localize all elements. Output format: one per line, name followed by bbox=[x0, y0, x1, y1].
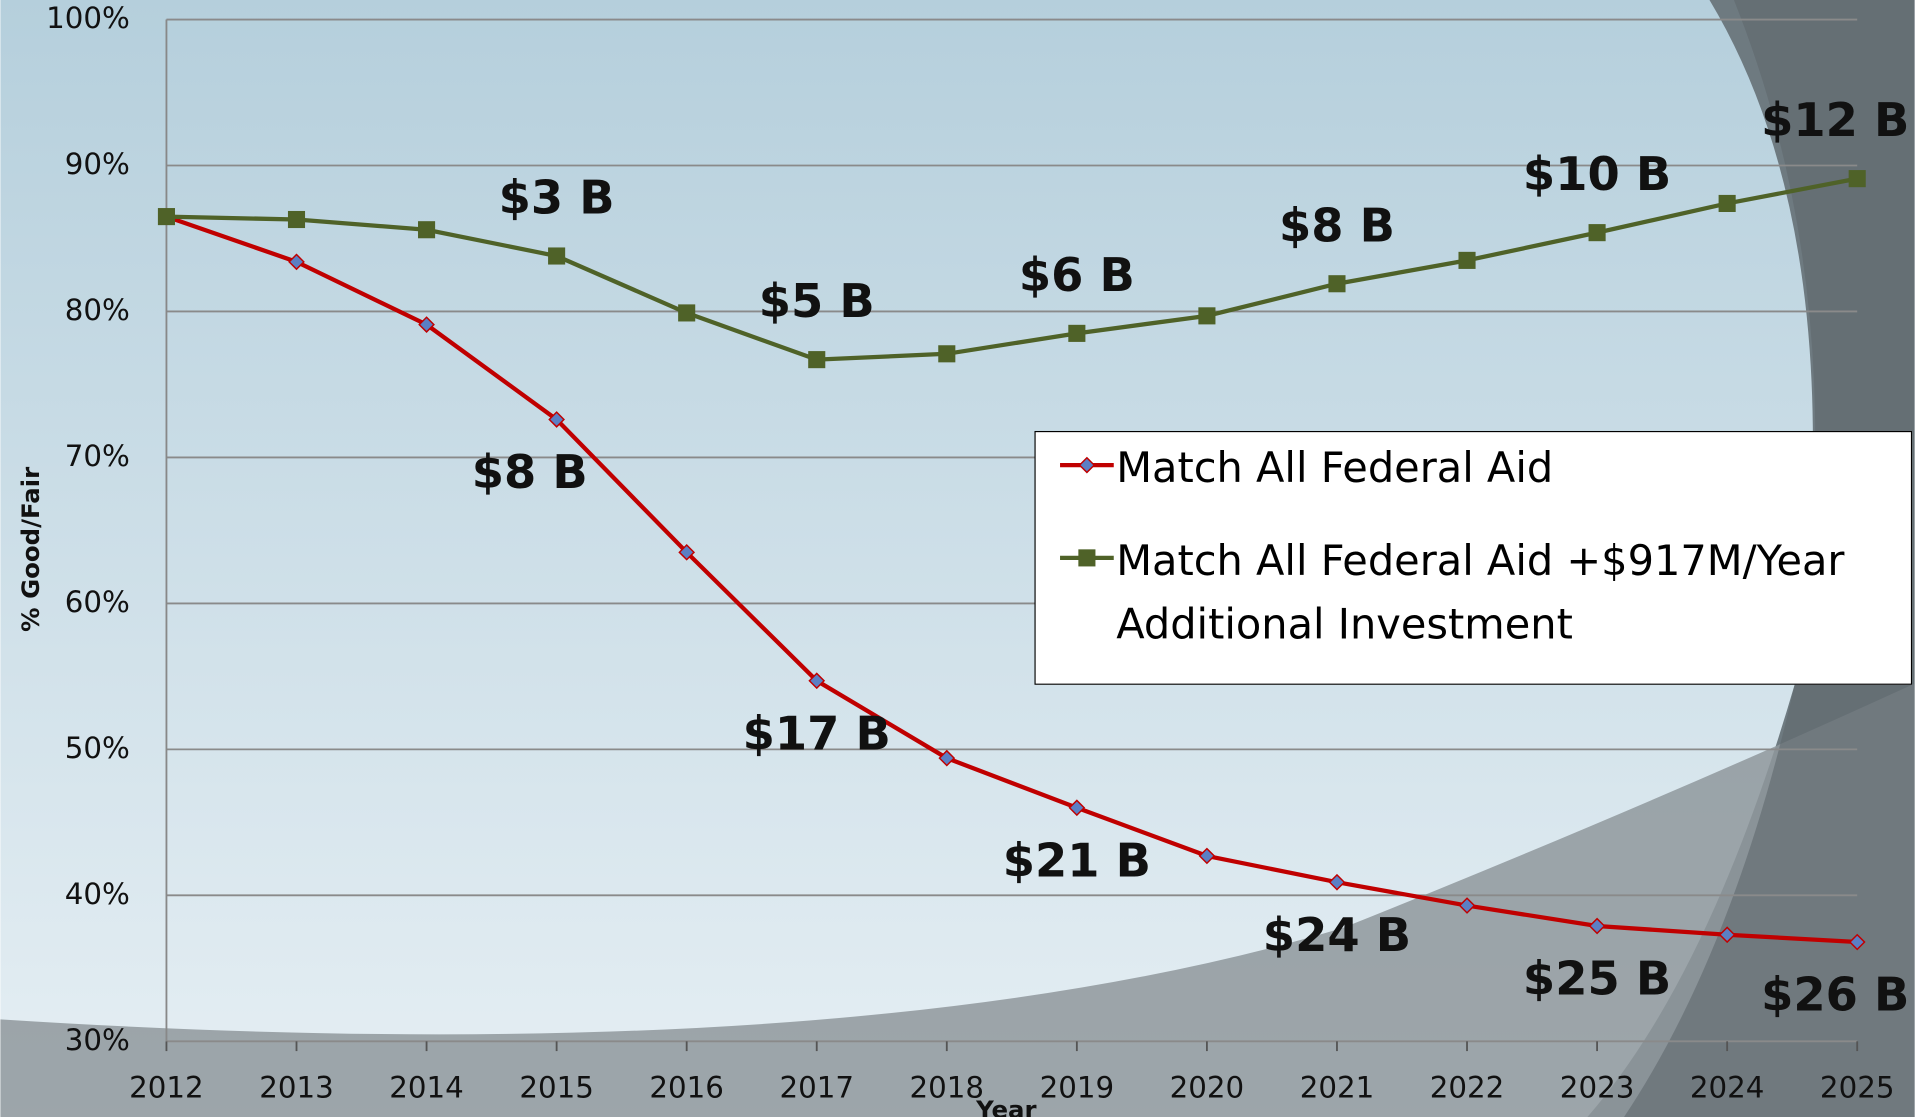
x-tick-label: 2025 bbox=[1820, 1070, 1895, 1104]
marker bbox=[1068, 324, 1086, 342]
cost-label: $24 B bbox=[1263, 908, 1411, 962]
marker bbox=[418, 221, 436, 239]
legend-label: Match All Federal Aid +$917M/Year Additi… bbox=[1116, 537, 1845, 650]
x-tick-label: 2019 bbox=[1040, 1070, 1115, 1104]
cost-label: $8 B bbox=[472, 445, 588, 499]
legend-container: Match All Federal Aid Match All Federal A… bbox=[1034, 430, 1913, 685]
x-tick-label: 2017 bbox=[779, 1070, 854, 1104]
cost-label: $17 B bbox=[743, 706, 891, 760]
marker bbox=[678, 543, 696, 561]
marker bbox=[808, 672, 826, 690]
line bbox=[166, 176, 1858, 362]
marker bbox=[1328, 275, 1346, 293]
x-tick-label: 2023 bbox=[1560, 1070, 1635, 1104]
cost-label: $10 B bbox=[1523, 147, 1671, 201]
marker bbox=[1458, 897, 1476, 914]
legend-swatch bbox=[1060, 456, 1114, 474]
x-tick-label: 2021 bbox=[1300, 1070, 1375, 1104]
cost-label: $12 B bbox=[1761, 93, 1909, 147]
x-axis-label: Year bbox=[975, 1095, 1037, 1117]
x-tick-label: 2018 bbox=[910, 1070, 985, 1104]
line bbox=[165, 214, 1858, 945]
legend-item: Match All Federal Aid bbox=[1058, 437, 1899, 500]
marker bbox=[1198, 307, 1216, 325]
x-tick-label: 2022 bbox=[1430, 1070, 1505, 1104]
y-axis-label: % Good/Fair bbox=[16, 467, 45, 632]
marker bbox=[1588, 917, 1606, 935]
legend-label: Match All Federal Aid bbox=[1116, 444, 1554, 494]
marker bbox=[1848, 933, 1866, 951]
marker bbox=[288, 253, 305, 271]
x-tick-label: 2016 bbox=[649, 1070, 724, 1104]
marker bbox=[1718, 194, 1736, 212]
marker bbox=[1198, 847, 1216, 865]
x-tick-label: 2015 bbox=[519, 1070, 594, 1104]
marker bbox=[418, 316, 435, 333]
marker bbox=[1458, 251, 1476, 269]
cost-label: $25 B bbox=[1523, 952, 1671, 1006]
y-tick-label: 70% bbox=[65, 439, 130, 473]
legend: Match All Federal Aid Match All Federal A… bbox=[1034, 430, 1913, 685]
x-tick-label: 2012 bbox=[129, 1070, 204, 1104]
marker bbox=[1848, 170, 1866, 188]
marker bbox=[938, 749, 956, 767]
x-tick-label: 2014 bbox=[389, 1070, 464, 1104]
series: $8 B $17 B $21 B $24 B $25 B $26 B bbox=[158, 208, 1909, 1022]
marker bbox=[678, 304, 696, 322]
marker bbox=[548, 411, 565, 428]
y-tick-label: 60% bbox=[65, 585, 130, 619]
cost-label: $21 B bbox=[1003, 833, 1151, 887]
x-tick-label: 2024 bbox=[1690, 1070, 1765, 1104]
y-tick-label: 80% bbox=[65, 293, 130, 327]
cost-label: $6 B bbox=[1019, 248, 1135, 302]
x-tick-label: 2013 bbox=[259, 1070, 334, 1104]
marker bbox=[157, 208, 175, 226]
marker bbox=[1078, 549, 1096, 567]
plot: $8 B $17 B $21 B $24 B $25 B $26 B $3 B $5 B $6 … bbox=[157, 93, 1909, 1022]
marker bbox=[1588, 224, 1606, 242]
marker bbox=[938, 345, 956, 363]
legend-item: Match All Federal Aid +$917M/Year Additi… bbox=[1058, 530, 1899, 657]
marker bbox=[1328, 873, 1346, 891]
y-tick-label: 30% bbox=[65, 1023, 130, 1057]
y-tick-label: 40% bbox=[65, 877, 130, 911]
cost-label: $3 B bbox=[499, 171, 615, 225]
legend-swatch bbox=[1060, 549, 1114, 567]
cost-label: $8 B bbox=[1279, 198, 1395, 252]
marker bbox=[287, 210, 306, 229]
bg-shape bbox=[0, 683, 1915, 1117]
y-tick-label: 90% bbox=[65, 147, 130, 181]
series: $3 B $5 B $6 B $8 B $10 B $12 B bbox=[157, 93, 1909, 369]
x-tick-label: 2020 bbox=[1170, 1070, 1245, 1104]
bg-shape bbox=[1624, 0, 1915, 1117]
cost-label: $26 B bbox=[1761, 968, 1909, 1022]
y-tick-label: 100% bbox=[46, 1, 130, 35]
cost-label: $5 B bbox=[759, 274, 875, 328]
marker bbox=[808, 351, 826, 369]
marker bbox=[548, 247, 566, 265]
marker bbox=[1078, 456, 1096, 474]
marker bbox=[1068, 799, 1086, 817]
y-tick-label: 50% bbox=[65, 731, 130, 765]
marker bbox=[1718, 926, 1736, 944]
